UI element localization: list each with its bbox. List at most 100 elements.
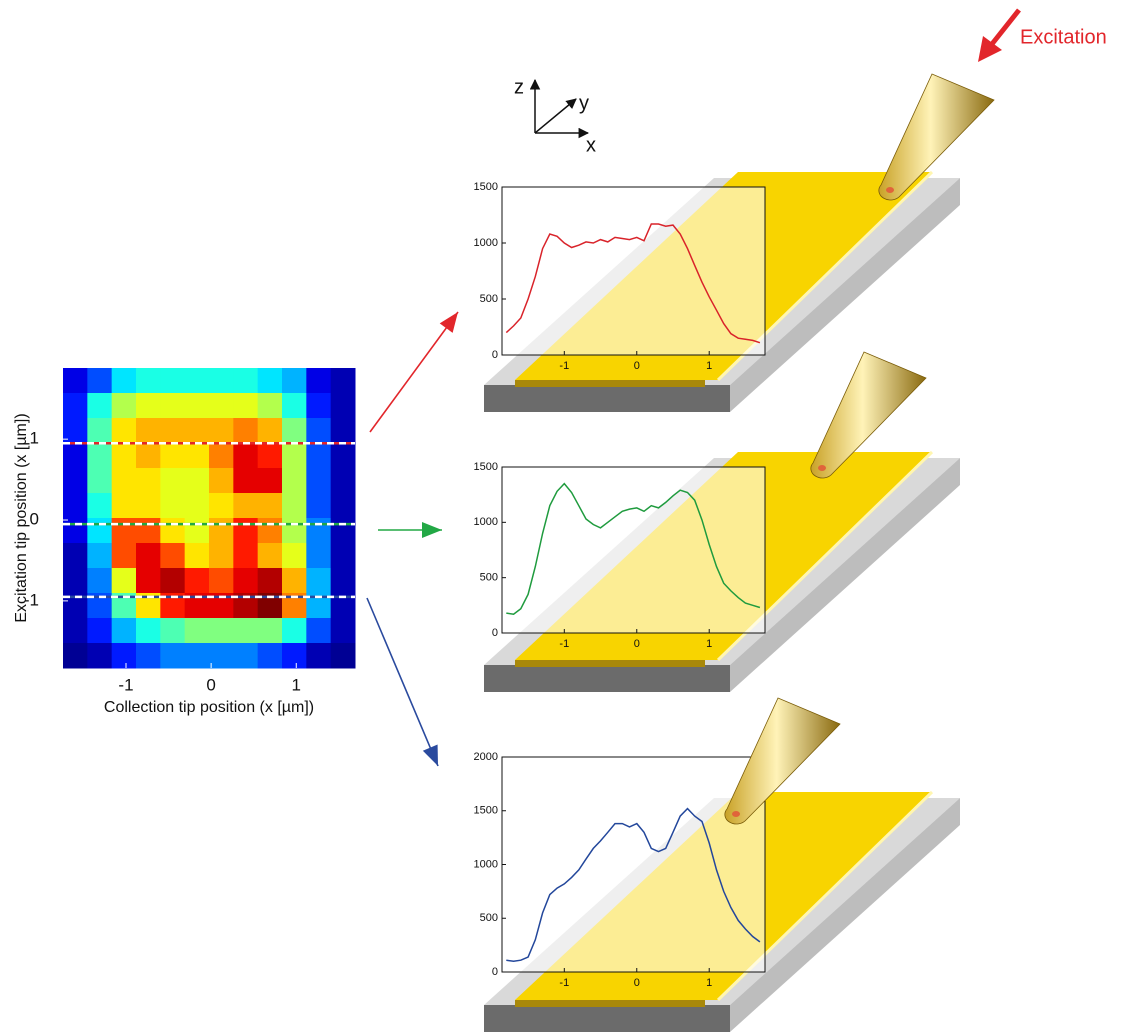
heat-cell (330, 443, 356, 469)
heat-cell (87, 393, 113, 419)
arrow-head (422, 522, 442, 538)
axis-y: y (579, 92, 589, 114)
heat-cell (209, 518, 234, 544)
heat-cell (136, 493, 161, 519)
heat-cell (257, 468, 283, 494)
heat-cell (184, 618, 210, 644)
heat-cell (87, 518, 113, 544)
heat-cell (306, 568, 332, 594)
heat-cell (233, 468, 259, 494)
heat-cell (160, 493, 186, 519)
heat-cell (160, 618, 186, 644)
heat-cell (257, 643, 283, 669)
y-tick-label: 1500 (474, 461, 498, 473)
heat-cell (136, 518, 161, 544)
heat-cell (282, 493, 307, 519)
x-tick-label: -1 (559, 360, 569, 372)
heat-cell (160, 643, 186, 669)
y-tick-label: 1000 (474, 858, 498, 870)
heat-cell (282, 543, 307, 569)
heat-cell (306, 418, 332, 444)
plot-area (501, 466, 766, 634)
heat-cell (160, 468, 186, 494)
x-tick-label: 0 (206, 675, 215, 694)
plot-area (501, 186, 766, 356)
heat-cell (209, 568, 234, 594)
heat-cell (136, 418, 161, 444)
heat-cell (63, 443, 88, 469)
y-tick-label: 0 (492, 966, 498, 978)
heat-cell (87, 568, 113, 594)
heat-cell (63, 568, 88, 594)
heat-cell (209, 493, 234, 519)
heat-cell (136, 568, 161, 594)
y-tick-label: 500 (480, 912, 498, 924)
y-tick-label: 1 (30, 429, 39, 448)
heat-cell (209, 643, 234, 669)
heat-cell (87, 418, 113, 444)
heat-cell (111, 518, 137, 544)
heat-cell (233, 368, 259, 394)
heat-cell (209, 368, 234, 394)
heat-cell (160, 518, 186, 544)
heat-cell (306, 643, 332, 669)
heat-cell (136, 618, 161, 644)
x-tick-label: 0 (634, 977, 640, 989)
heat-cell (111, 568, 137, 594)
heat-cell (330, 393, 356, 419)
data-line (505, 223, 761, 344)
arrow-head (439, 312, 458, 333)
y-tick-label: 0 (30, 510, 39, 529)
excitation-arrow (978, 8, 1021, 62)
x-axis-label: Collection tip position (x [µm]) (104, 699, 314, 716)
heat-cell (63, 643, 88, 669)
heat-cell (306, 368, 332, 394)
x-tick-label: 1 (706, 977, 712, 989)
plots: -1 0 1 0 500 1000 1500 -1 0 1 0 500 1000 1500 -1 0 1 0 500… (474, 181, 766, 989)
heat-cell (209, 618, 234, 644)
heat-cell (87, 368, 113, 394)
y-tick-label: 1000 (474, 237, 498, 249)
x-tick-label: 1 (292, 675, 301, 694)
heat-cell (87, 543, 113, 569)
heat-cell (160, 393, 186, 419)
heat-cell (87, 493, 113, 519)
heat-cell (233, 418, 259, 444)
heat-cell (257, 543, 283, 569)
heat-cell (257, 393, 283, 419)
x-tick-label: 0 (634, 360, 640, 372)
x-tick-label: -1 (559, 977, 569, 989)
heat-cell (306, 543, 332, 569)
heat-cell (330, 368, 356, 394)
heat-cell (136, 393, 161, 419)
heat-cell (184, 543, 210, 569)
axes-glyph (529, 78, 590, 139)
heat-cell (63, 518, 88, 544)
heat-cell (136, 468, 161, 494)
x-tick-label: -1 (559, 638, 569, 650)
heat-cell (209, 543, 234, 569)
heat-cell (306, 518, 332, 544)
heat-cell (184, 368, 210, 394)
heat-cell (257, 443, 283, 469)
y-tick-label: 0 (492, 349, 498, 361)
heat-cell (330, 518, 356, 544)
heat-cell (257, 568, 283, 594)
data-line (506, 482, 761, 615)
heat-cell (111, 468, 137, 494)
heat-cell (282, 443, 307, 469)
heat-cell (330, 418, 356, 444)
heat-cell (209, 468, 234, 494)
heat-cell (111, 418, 137, 444)
heat-cell (257, 493, 283, 519)
heat-cell (233, 618, 259, 644)
heat-cell (184, 643, 210, 669)
x-tick-label: 1 (706, 638, 712, 650)
heat-cell (282, 568, 307, 594)
heat-cell (306, 493, 332, 519)
heat-cell (111, 393, 137, 419)
heat-cell (136, 543, 161, 569)
heat-cell (330, 543, 356, 569)
y-tick-label: 1500 (474, 805, 498, 817)
